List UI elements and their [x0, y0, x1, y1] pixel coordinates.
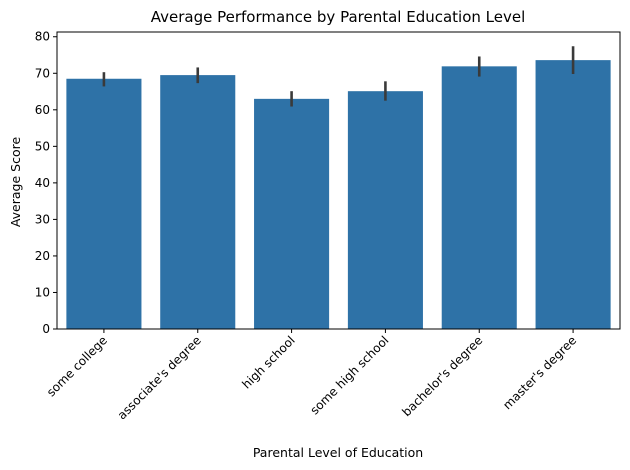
y-axis: 0 10 20 30 40 50 60 70 80 — [35, 30, 57, 336]
y-tick-label-40: 40 — [35, 176, 50, 190]
y-tick-label-80: 80 — [35, 30, 50, 44]
bar-5 — [441, 66, 517, 330]
bar-6 — [535, 60, 611, 329]
x-axis-label: Parental Level of Education — [253, 445, 423, 460]
error-bars-group — [102, 46, 575, 107]
x-tick-label-1: some college — [44, 333, 110, 399]
y-tick-label-30: 30 — [35, 212, 50, 226]
x-tick-label-4: some high school — [307, 333, 391, 417]
chart-title: Average Performance by Parental Educatio… — [151, 8, 526, 26]
y-axis-label: Average Score — [8, 137, 23, 228]
y-tick-label-0: 0 — [42, 322, 50, 336]
y-tick-label-10: 10 — [35, 285, 50, 299]
bar-2 — [160, 75, 236, 329]
bars-group — [66, 60, 611, 330]
bar-4 — [347, 91, 423, 329]
y-tick-label-70: 70 — [35, 66, 50, 80]
x-tick-label-6: master's degree — [500, 333, 579, 412]
bar-1 — [66, 78, 142, 329]
bar-3 — [254, 98, 330, 329]
y-tick-label-60: 60 — [35, 103, 50, 117]
x-tick-label-3: high school — [239, 333, 297, 391]
x-tick-label-5: bachelor's degree — [399, 333, 485, 419]
y-tick-label-50: 50 — [35, 139, 50, 153]
x-axis: some college associate's degree high schoo… — [44, 329, 579, 422]
plot-frame — [56, 31, 621, 330]
x-tick-label-2: associate's degree — [115, 333, 204, 422]
y-tick-label-20: 20 — [35, 249, 50, 263]
